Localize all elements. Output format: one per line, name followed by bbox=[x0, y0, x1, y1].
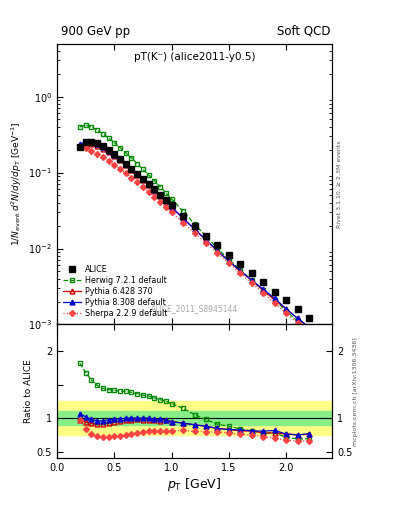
Text: ALICE_2011_S8945144: ALICE_2011_S8945144 bbox=[151, 304, 238, 313]
Text: 900 GeV pp: 900 GeV pp bbox=[61, 25, 130, 37]
Y-axis label: Rivet 3.1.10, ≥ 2.3M events: Rivet 3.1.10, ≥ 2.3M events bbox=[337, 140, 342, 228]
X-axis label: $p_\mathregular{T}$ [GeV]: $p_\mathregular{T}$ [GeV] bbox=[167, 476, 222, 493]
Y-axis label: Ratio to ALICE: Ratio to ALICE bbox=[24, 359, 33, 423]
Y-axis label: mcplots.cern.ch [arXiv:1306.3436]: mcplots.cern.ch [arXiv:1306.3436] bbox=[353, 337, 358, 446]
Text: Soft QCD: Soft QCD bbox=[277, 25, 330, 37]
Text: pT(K⁻) (alice2011-y0.5): pT(K⁻) (alice2011-y0.5) bbox=[134, 52, 255, 62]
Y-axis label: $1/N_\mathregular{event}\,d^2N/dy/dp_\mathregular{T}$ [GeV$^{-1}$]: $1/N_\mathregular{event}\,d^2N/dy/dp_\ma… bbox=[9, 122, 24, 246]
Legend: ALICE, Herwig 7.2.1 default, Pythia 6.428 370, Pythia 8.308 default, Sherpa 2.2.: ALICE, Herwig 7.2.1 default, Pythia 6.42… bbox=[61, 263, 170, 321]
